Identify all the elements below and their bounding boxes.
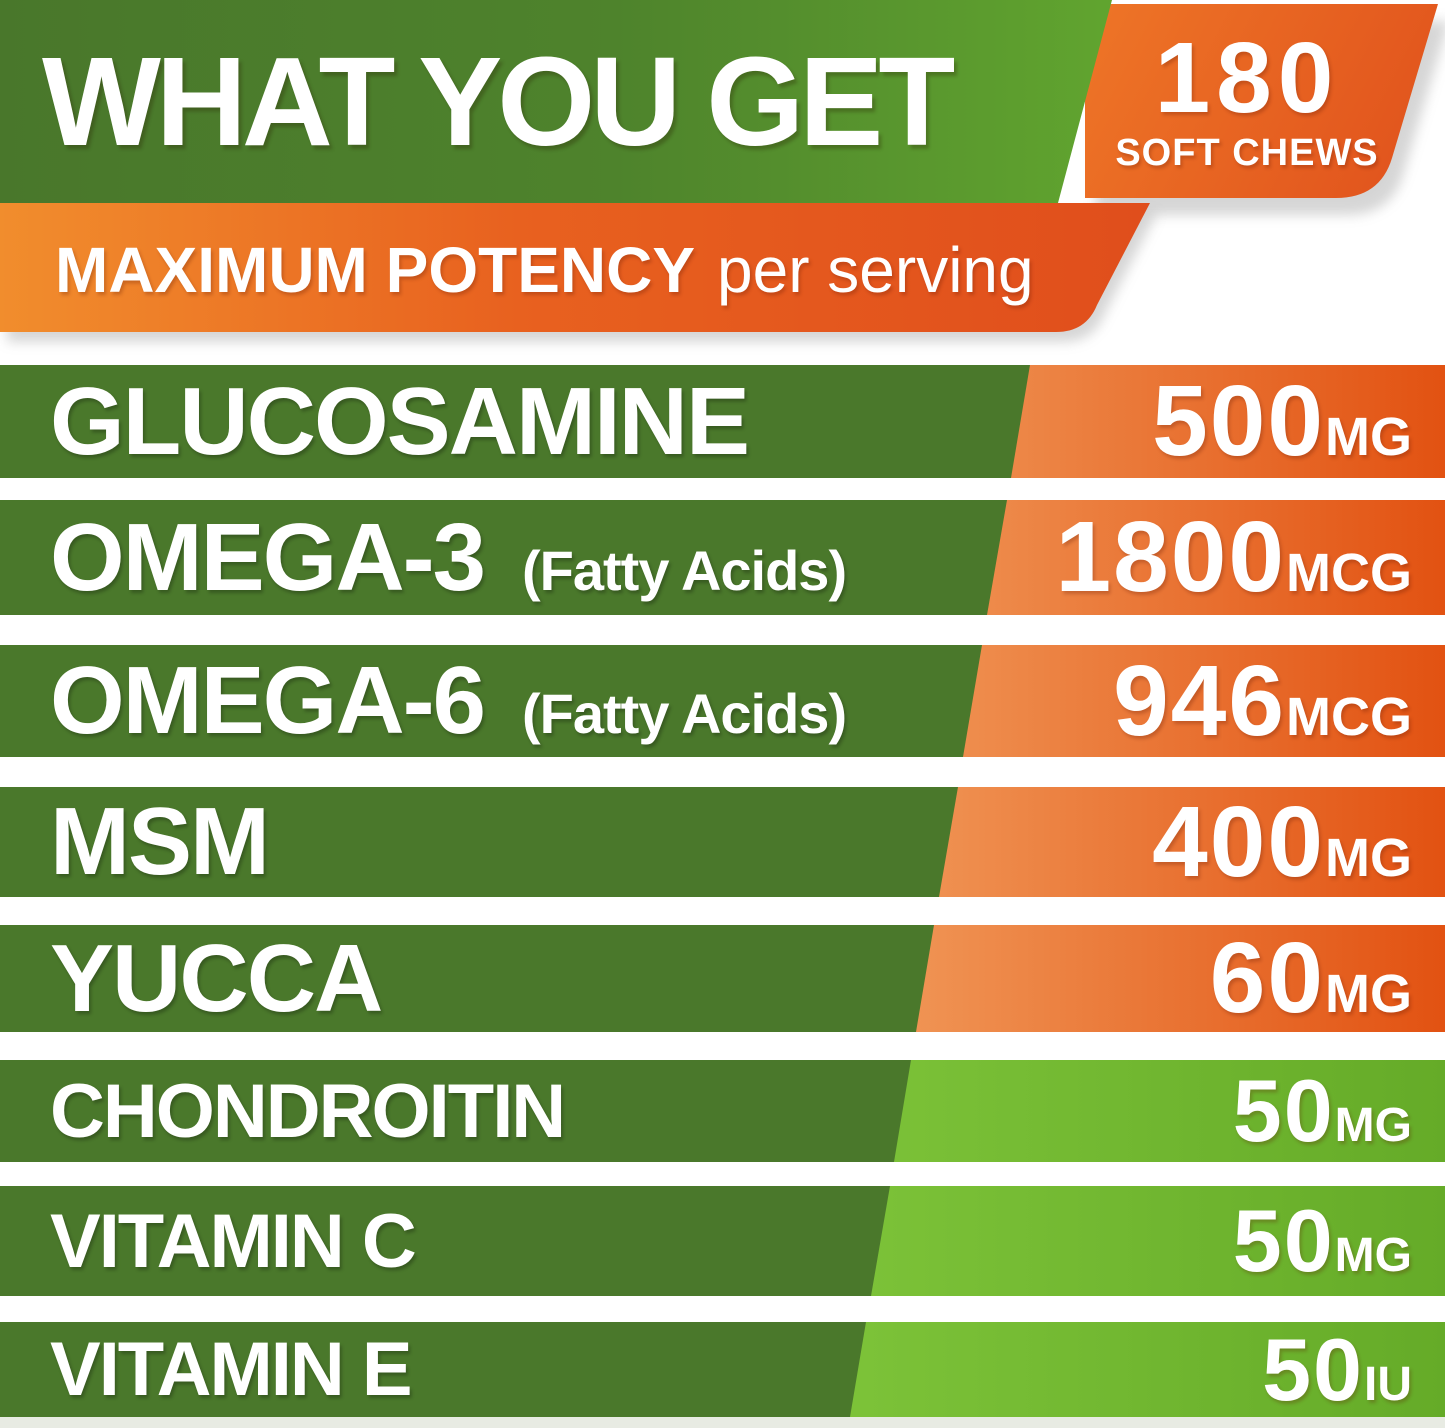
amount-unit: MCG: [1286, 686, 1412, 747]
ingredient-label: OMEGA-3: [50, 503, 486, 611]
ingredient-name: VITAMIN E: [50, 1326, 413, 1413]
potency-banner: MAXIMUM POTENCY per serving: [55, 203, 1034, 333]
amount-number: 50: [1232, 1191, 1335, 1290]
badge-label: SOFT CHEWS: [1115, 131, 1379, 174]
ingredient-sublabel: (Fatty Acids): [522, 538, 847, 602]
ingredient-amount: 50IU: [1262, 1319, 1412, 1421]
amount-unit: IU: [1364, 1357, 1412, 1411]
ingredient-name: MSM: [50, 787, 270, 897]
amount-number: 400: [1152, 785, 1325, 898]
ingredient-row-omega6: OMEGA-6 (Fatty Acids) 946MCG: [0, 645, 1445, 757]
page-title: WHAT YOU GET: [42, 31, 955, 172]
ingredient-name: YUCCA: [50, 924, 383, 1034]
amount-number: 500: [1152, 365, 1325, 477]
badge-count: 180: [1154, 21, 1340, 134]
amount-unit: MG: [1325, 827, 1412, 888]
banner-bold-text: MAXIMUM POTENCY: [55, 234, 695, 306]
ingredient-label: CHONDROITIN: [50, 1068, 566, 1154]
ingredient-label: VITAMIN C: [50, 1198, 417, 1284]
banner-ribbon: [0, 203, 1150, 332]
badge-ribbon: [1085, 4, 1438, 198]
ingredient-amount: 50MG: [1233, 1190, 1412, 1292]
ingredient-row-vitamin-c: VITAMIN C 50MG: [0, 1186, 1445, 1296]
amount-number: 1800: [1055, 501, 1287, 613]
ingredient-name: OMEGA-6 (Fatty Acids): [50, 646, 847, 756]
ingredient-amount: 500MG: [1152, 364, 1412, 479]
ingredient-label: MSM: [50, 788, 270, 895]
amount-unit: MG: [1325, 407, 1412, 467]
ingredient-sublabel: (Fatty Acids): [522, 682, 847, 745]
amount-unit: MCG: [1286, 543, 1412, 603]
ingredient-row-vitamin-e: VITAMIN E 50IU: [0, 1320, 1445, 1419]
ingredient-name: GLUCOSAMINE: [50, 367, 750, 477]
banner-rest-text: per serving: [717, 234, 1034, 306]
row-bands: [0, 365, 1445, 1417]
ingredient-row-yucca: YUCCA 60MG: [0, 922, 1445, 1034]
ingredient-row-omega3: OMEGA-3 (Fatty Acids) 1800MCG: [0, 500, 1445, 615]
amount-unit: MG: [1334, 1229, 1412, 1282]
ingredient-amount: 60MG: [1210, 921, 1412, 1036]
amount-number: 50: [1232, 1061, 1335, 1160]
ingredient-label: VITAMIN E: [50, 1327, 413, 1412]
ingredient-amount: 946MCG: [1113, 644, 1412, 759]
ingredient-label: GLUCOSAMINE: [50, 367, 750, 475]
ingredient-label: OMEGA-6: [50, 647, 486, 754]
soft-chews-badge: 180 SOFT CHEWS: [1097, 4, 1397, 198]
header-ribbon: [0, 0, 1112, 203]
ingredient-name: CHONDROITIN: [50, 1068, 566, 1155]
ingredient-row-msm: MSM 400MG: [0, 785, 1445, 900]
ingredient-row-glucosamine: GLUCOSAMINE 500MG: [0, 365, 1445, 478]
amount-unit: MG: [1325, 964, 1412, 1024]
bottom-strip: [0, 1417, 1445, 1428]
amount-unit: MG: [1334, 1099, 1412, 1152]
ingredient-name: VITAMIN C: [50, 1198, 417, 1285]
amount-number: 946: [1113, 644, 1287, 757]
ingredient-row-chondroitin: CHONDROITIN 50MG: [0, 1060, 1445, 1162]
ingredient-amount: 400MG: [1152, 785, 1412, 900]
ingredient-amount: 1800MCG: [1056, 500, 1412, 615]
ingredient-amount: 50MG: [1233, 1060, 1412, 1162]
amount-number: 50: [1262, 1319, 1364, 1419]
ingredient-name: OMEGA-3 (Fatty Acids): [50, 503, 847, 613]
amount-number: 60: [1209, 922, 1325, 1034]
ingredient-label: YUCCA: [50, 924, 383, 1032]
